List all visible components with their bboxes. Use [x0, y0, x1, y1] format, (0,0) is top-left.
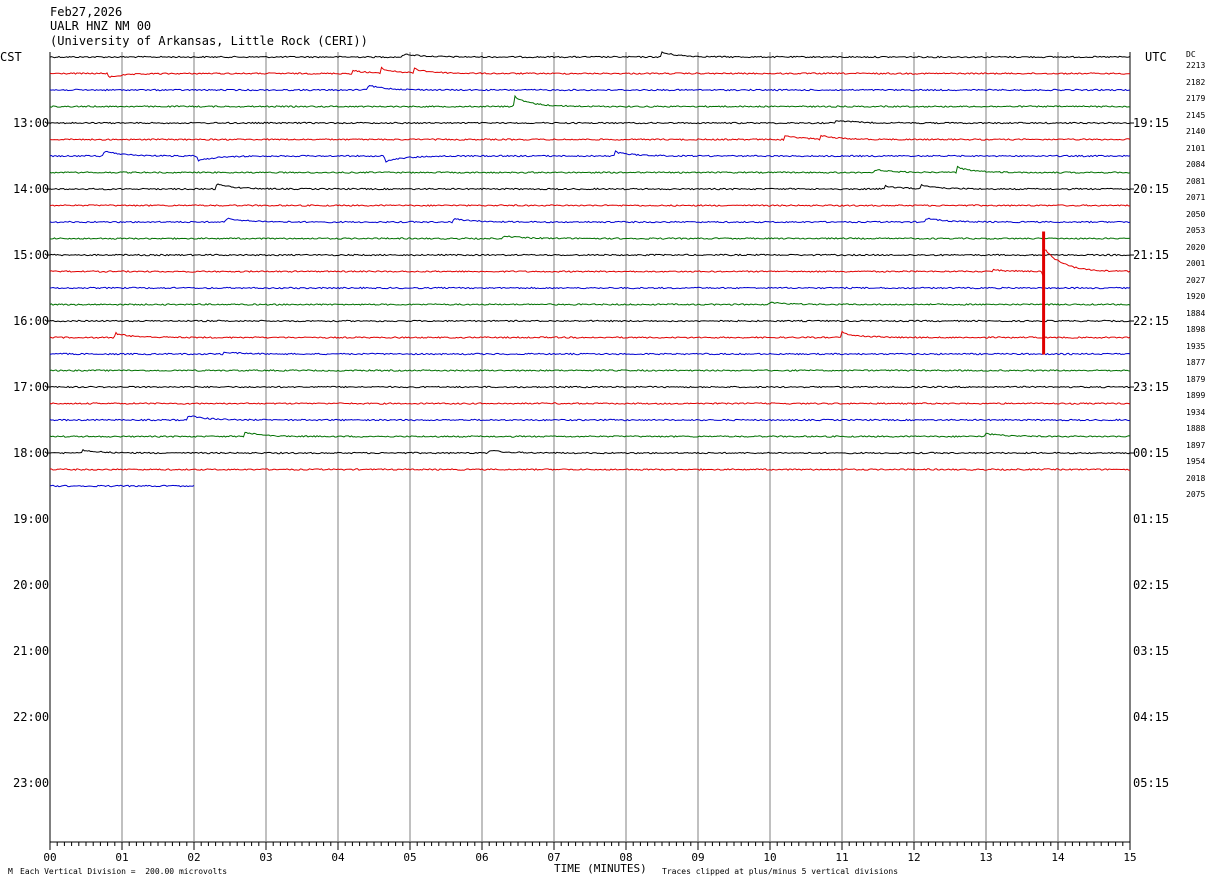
trace-line [49, 385, 1131, 389]
scale-note: Each Vertical Division = 200.00 microvol… [20, 867, 228, 876]
trace-line [49, 134, 1131, 142]
trace-line [49, 301, 1131, 306]
trace-line [49, 51, 1131, 59]
x-axis-title: TIME (MINUTES) [554, 862, 647, 875]
trace-line [49, 66, 1131, 79]
trace-line [49, 120, 1131, 125]
left-timezone-label: CST [0, 50, 22, 64]
trace-line [49, 94, 1131, 108]
trace-line [49, 150, 1131, 163]
trace-line [49, 448, 1131, 455]
trace-line [49, 431, 1131, 438]
trace-line [49, 85, 1131, 92]
station-code: UALR HNZ NM 00 [50, 19, 152, 33]
trace-line [49, 415, 1131, 422]
right-timezone-label: UTC [1145, 50, 1167, 64]
trace-line [49, 235, 1131, 240]
trace-line [49, 351, 1131, 356]
trace-line [49, 183, 1131, 191]
trace-line [49, 217, 1131, 224]
trace-line [49, 249, 1131, 276]
dc-header-label: DC [1186, 50, 1196, 59]
trace-line [49, 319, 1131, 323]
trace-line [49, 286, 1131, 290]
trace-line [49, 253, 1131, 257]
institution-name: (University of Arkansas, Little Rock (CE… [50, 34, 368, 48]
plot-date: Feb27,2026 [50, 5, 123, 19]
trace-line [49, 369, 1131, 372]
trace-line [50, 468, 1131, 471]
trace-line [49, 330, 1131, 339]
trace-line [49, 484, 195, 488]
trace-line [49, 165, 1131, 174]
trace-line [49, 204, 1130, 207]
logo-mark: M [8, 867, 13, 876]
trace-line [49, 402, 1131, 405]
clip-note: Traces clipped at plus/minus 5 vertical … [662, 867, 899, 876]
